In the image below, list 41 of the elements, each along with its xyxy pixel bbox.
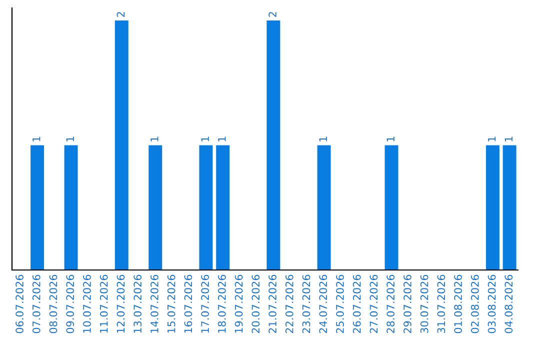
x-tick-label: 18.07.2026 [218,274,226,333]
x-tick-label: 28.07.2026 [386,274,395,334]
x-tick-label: 15.07.2026 [167,274,176,333]
x-tick-label: 02.08.2026 [470,274,479,334]
data-label: 1 [32,136,40,142]
x-tick-label: 08.07.2026 [49,274,58,334]
x-tick-label: 21.07.2026 [268,274,276,334]
x-tick-label: 23.07.2026 [302,274,310,334]
x-tick-label: 22.07.2026 [285,274,294,334]
x-tick-label: 01.08.2026 [454,274,462,334]
data-label: 1 [488,136,496,142]
x-tick-label: 30.07.2026 [420,274,428,334]
x-tick-label: 20.07.2026 [252,274,260,334]
x-tick-label: 14.07.2026 [150,274,158,333]
x-tick-label: 07.07.2026 [32,274,40,334]
x-tick-label: 31.07.2026 [437,274,446,334]
data-label: 1 [386,136,394,142]
x-tick-label: 17.07.2026 [201,274,209,333]
x-tick-label: 03.08.2026 [488,274,496,334]
x-tick-label: 16.07.2026 [184,274,192,333]
x-tick-label: 25.07.2026 [336,274,344,334]
x-tick-label: 04.08.2026 [504,274,513,334]
x-tick-label: 12.07.2026 [116,274,125,333]
x-tick-label: 24.07.2026 [319,274,328,334]
x-tick-label: 06.07.2026 [16,274,24,334]
x-tick-label: 09.07.2026 [66,274,74,334]
x-tick-label: 10.07.2026 [83,274,91,333]
x-tick-label: 13.07.2026 [134,274,142,333]
data-label: 1 [201,136,209,142]
data-label: 1 [150,136,158,142]
data-label: 2 [116,12,125,17]
x-tick-label: 29.07.2026 [404,274,412,334]
x-tick-label: 11.07.2026 [100,274,108,333]
data-label: 2 [268,12,276,17]
data-label: 1 [504,136,512,142]
x-tick-label: 26.07.2026 [352,274,361,334]
data-label: 1 [319,136,327,142]
x-tick-label: 19.07.2026 [234,274,243,333]
data-label: 1 [218,136,226,142]
data-label: 1 [66,136,74,142]
x-tick-label: 27.07.2026 [370,274,378,334]
